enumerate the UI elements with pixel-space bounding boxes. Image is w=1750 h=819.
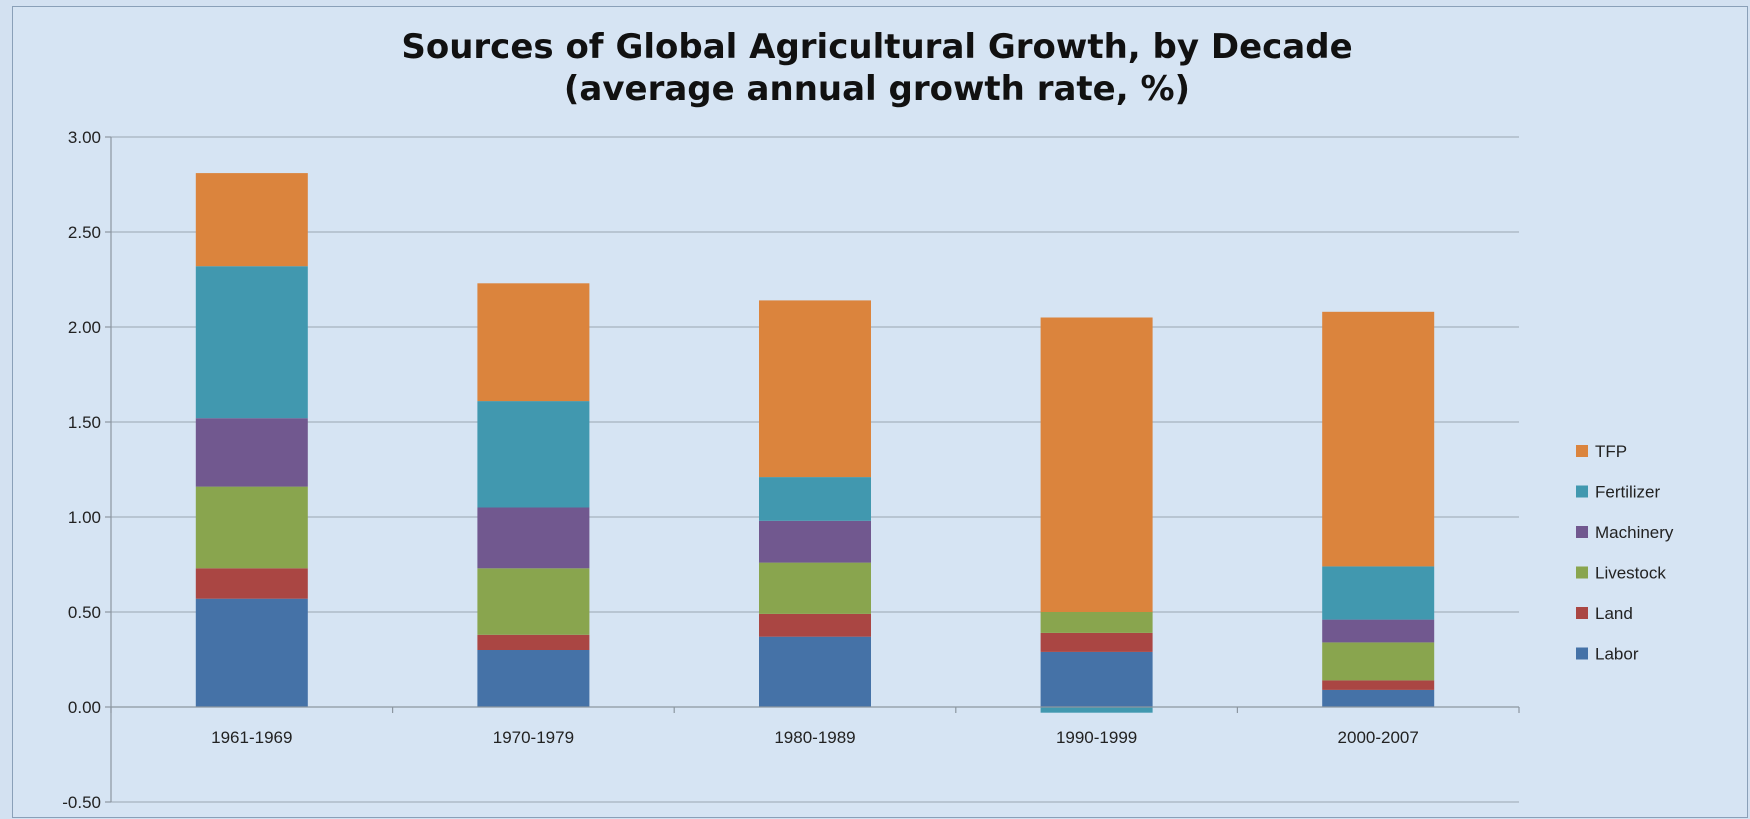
bar-segment-livestock — [477, 568, 590, 635]
y-tick-label: 3.00 — [68, 128, 101, 147]
bars — [195, 173, 1435, 713]
chart-area: Sources of Global Agricultural Growth, b… — [12, 6, 1748, 818]
bar-segment-tfp — [195, 173, 308, 267]
bar-segment-fertilizer — [759, 477, 871, 521]
y-tick-label: 2.50 — [68, 223, 101, 242]
legend-label-machinery: Machinery — [1595, 523, 1674, 542]
bar-segment-livestock — [1040, 612, 1153, 633]
bar-segment-labor — [759, 636, 871, 707]
y-tick-label: 1.00 — [68, 508, 101, 527]
bar-segment-land — [1322, 680, 1435, 690]
bar-segment-tfp — [477, 283, 590, 402]
bar-segment-land — [477, 634, 590, 650]
bar-segment-tfp — [759, 300, 871, 478]
y-tick-label: 0.50 — [68, 603, 101, 622]
x-category-label: 1980-1989 — [774, 728, 855, 747]
bar-segment-machinery — [195, 418, 308, 487]
legend-swatch-land — [1576, 607, 1588, 619]
bar-segment-machinery — [1322, 619, 1435, 643]
bar-segment-land — [1040, 632, 1153, 652]
legend-label-land: Land — [1595, 604, 1633, 623]
legend-swatch-machinery — [1576, 526, 1588, 538]
x-category-label: 1961-1969 — [211, 728, 292, 747]
bar-segment-labor — [477, 650, 590, 707]
bar-segment-labor — [1040, 651, 1153, 707]
chart-title: Sources of Global Agricultural Growth, b… — [401, 27, 1352, 67]
x-category-label: 2000-2007 — [1338, 728, 1419, 747]
legend-swatch-tfp — [1576, 445, 1588, 457]
bar-segment-land — [759, 613, 871, 637]
bar-segment-livestock — [195, 486, 308, 569]
legend: TFP Fertilizer Machinery Livestock Land Labor — [1576, 442, 1674, 664]
bar-segment-machinery — [477, 507, 590, 569]
bar-segment-fertilizer — [477, 401, 590, 508]
bar-segment-fertilizer — [195, 266, 308, 419]
bar-segment-labor — [1322, 689, 1435, 707]
legend-label-fertilizer: Fertilizer — [1595, 483, 1661, 502]
chart-subtitle: (average annual growth rate, %) — [564, 69, 1190, 109]
legend-label-livestock: Livestock — [1595, 564, 1666, 583]
bar-segment-machinery — [759, 520, 871, 563]
bar-segment-tfp — [1040, 317, 1153, 612]
legend-swatch-fertilizer — [1576, 485, 1588, 498]
bar-segment-fertilizer — [1040, 707, 1153, 713]
y-tick-label: 0.00 — [68, 698, 101, 717]
bar-segment-livestock — [1322, 642, 1435, 681]
y-tick-label: 1.50 — [68, 413, 101, 432]
bar-segment-livestock — [759, 562, 871, 614]
bar-segment-land — [195, 568, 308, 599]
y-tick-label: 2.00 — [68, 318, 101, 337]
y-tick-label: -0.50 — [62, 793, 101, 812]
legend-swatch-labor — [1576, 647, 1588, 660]
legend-label-tfp: TFP — [1595, 442, 1627, 461]
legend-label-labor: Labor — [1595, 645, 1639, 664]
x-category-label: 1990-1999 — [1056, 728, 1137, 747]
axes: 1961-1969 1970-1979 1980-1989 1990-1999 2000… — [110, 137, 1520, 802]
chart-canvas: Sources of Global Agricultural Growth, b… — [62, 27, 1674, 812]
x-category-label: 1970-1979 — [493, 728, 574, 747]
bar-segment-labor — [195, 598, 308, 707]
legend-swatch-livestock — [1576, 566, 1588, 579]
bar-segment-tfp — [1322, 311, 1435, 567]
bar-segment-fertilizer — [1322, 566, 1435, 620]
